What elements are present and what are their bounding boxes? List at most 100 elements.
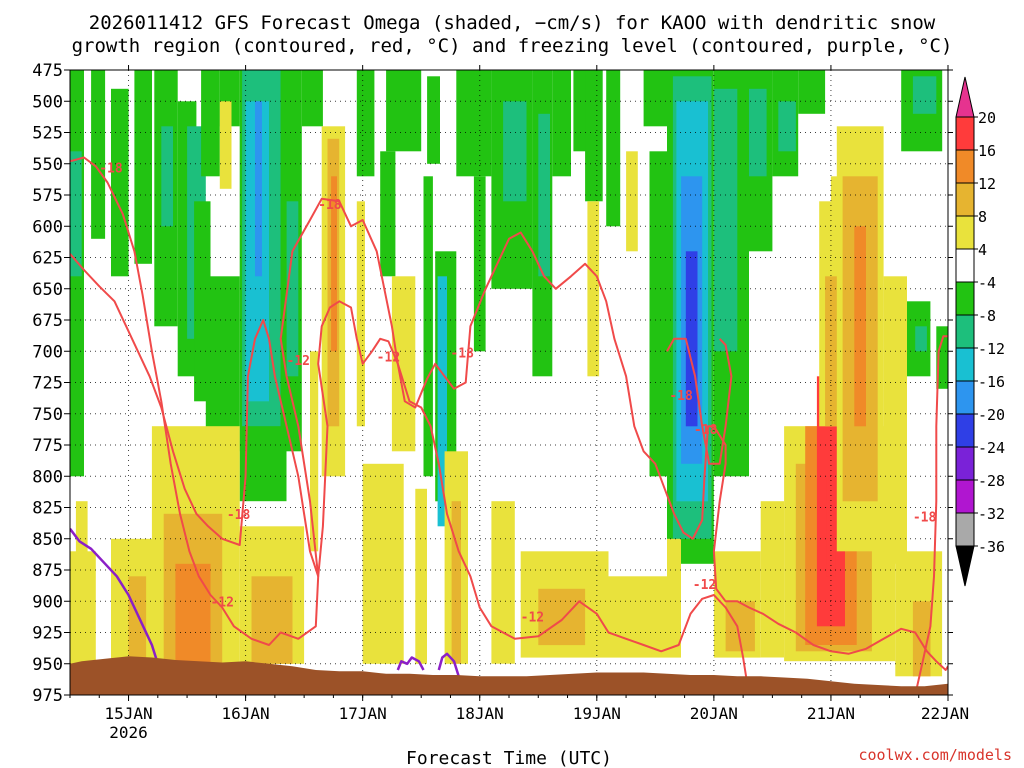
omega-cell xyxy=(713,88,738,352)
omega-cell xyxy=(585,70,603,202)
omega-cell xyxy=(386,70,422,152)
colorbar-bin xyxy=(955,182,975,217)
x-axis-label: Forecast Time (UTC) xyxy=(406,748,612,768)
x-tick-sublabel: 2026 xyxy=(109,723,148,742)
omega-cell xyxy=(830,176,843,252)
omega-cell xyxy=(936,326,948,389)
omega-cell xyxy=(310,351,319,552)
omega-cell xyxy=(573,70,588,152)
colorbar-label: 8 xyxy=(978,208,987,226)
omega-cell xyxy=(608,576,667,658)
y-tick-label: 900 xyxy=(32,592,63,612)
omega-cell xyxy=(912,601,931,677)
colorbar-label: -20 xyxy=(978,406,1005,424)
omega-cell xyxy=(201,70,220,177)
colorbar-bin xyxy=(955,116,975,151)
y-tick-label: 625 xyxy=(32,249,63,269)
y-tick-label: 475 xyxy=(32,61,63,81)
omega-cell xyxy=(749,88,767,177)
colorbar-label: -4 xyxy=(978,274,996,292)
x-tick-label: 22JAN xyxy=(921,704,969,723)
colorbar-bin xyxy=(955,479,975,514)
omega-cell xyxy=(552,70,571,177)
x-tick-label: 19JAN xyxy=(573,704,621,723)
omega-cell xyxy=(205,276,240,452)
colorbar-label: 12 xyxy=(978,175,996,193)
contour-label: -12 xyxy=(521,610,544,625)
dgz-contour-line xyxy=(666,337,733,465)
colorbar-label: -16 xyxy=(978,373,1005,391)
credit-text: coolwx.com/models xyxy=(858,746,1012,764)
colorbar-bin xyxy=(955,446,975,481)
contour-labels: -18 -18 -12 -12 -18 -18 -12 -12 -18 -18 -12 -18 xyxy=(99,162,937,626)
colorbar-top-arrow xyxy=(955,76,975,118)
omega-cell xyxy=(451,501,461,664)
contour-label: -18 xyxy=(99,162,123,177)
contour-label: -12 xyxy=(693,578,716,593)
y-tick-label: 600 xyxy=(32,217,63,237)
omega-cell xyxy=(219,101,232,189)
omega-cell xyxy=(778,101,796,152)
freezing-contours xyxy=(70,528,460,677)
colorbar-bottom-arrow xyxy=(955,545,975,587)
colorbar-label: 16 xyxy=(978,142,996,160)
chart-title-line1: 2026011412 GFS Forecast Omega (shaded, −… xyxy=(89,12,936,34)
x-tick-label: 17JAN xyxy=(339,704,387,723)
omega-cell xyxy=(626,151,638,252)
plot-area: -18 -18 -12 -12 -18 -18 -12 -12 -18 -18 -12 -18 xyxy=(70,70,948,695)
colorbar-bin xyxy=(955,248,975,283)
colorbar-label: -24 xyxy=(978,439,1005,457)
colorbar-label: -28 xyxy=(978,472,1005,490)
omega-cell xyxy=(491,501,515,664)
omega-cell xyxy=(356,201,365,427)
chart-title-line2: growth region (contoured, red, °C) and f… xyxy=(72,35,953,57)
y-tick-label: 775 xyxy=(32,436,63,456)
omega-cell xyxy=(415,488,427,664)
freezing-contour-line xyxy=(70,528,159,665)
omega-cell xyxy=(251,576,293,664)
omega-cell xyxy=(91,70,106,239)
omega-cell xyxy=(134,70,152,264)
ground xyxy=(70,656,948,695)
contour-label: -18 xyxy=(450,347,474,362)
omega-cell xyxy=(685,251,698,427)
omega-cell xyxy=(286,201,299,377)
omega-cell xyxy=(798,70,826,114)
omega-cell xyxy=(356,70,375,177)
contour-label: -18 xyxy=(913,510,937,525)
omega-cell xyxy=(128,576,147,664)
omega-cell xyxy=(643,70,667,127)
omega-cell xyxy=(538,113,550,277)
omega-cell xyxy=(423,176,433,477)
omega-cell xyxy=(606,70,621,227)
x-tick-label: 20JAN xyxy=(690,704,738,723)
colorbar-bin xyxy=(955,149,975,184)
omega-cell xyxy=(854,226,866,427)
y-tick-label: 725 xyxy=(32,374,63,394)
contour-label: -12 xyxy=(377,350,400,365)
colorbar-label: -32 xyxy=(978,505,1005,523)
omega-cell xyxy=(649,151,668,477)
omega-shading xyxy=(70,70,948,677)
y-tick-label: 575 xyxy=(32,186,63,206)
y-tick-label: 950 xyxy=(32,655,63,675)
x-tick-label: 15JAN xyxy=(104,704,152,723)
contour-label: -12 xyxy=(287,354,310,369)
omega-cell xyxy=(70,551,96,664)
omega-cell xyxy=(255,101,262,277)
omega-cell xyxy=(362,463,404,664)
y-tick-label: 800 xyxy=(32,467,63,487)
contour-label: -18 xyxy=(694,423,718,438)
omega-cell xyxy=(667,538,681,658)
y-tick-label: 675 xyxy=(32,311,63,331)
dgz-contour-line xyxy=(70,231,948,671)
freezing-contour-line xyxy=(437,652,460,677)
y-tick-label: 975 xyxy=(32,686,63,706)
contour-label: -18 xyxy=(669,389,693,404)
colorbar-bin xyxy=(955,512,975,547)
colorbar: 20 16 12 8 4 -4 -8 -12 -16 -20 -24 -28 -32 -36 xyxy=(955,76,1005,587)
omega-cell xyxy=(427,76,440,164)
x-tick-label: 21JAN xyxy=(807,704,855,723)
grid xyxy=(70,70,948,695)
